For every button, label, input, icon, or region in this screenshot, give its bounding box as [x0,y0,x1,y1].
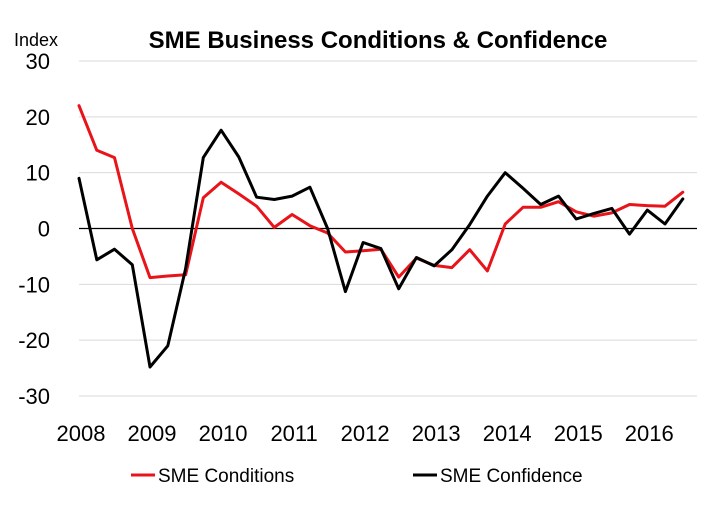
data-point [664,205,666,207]
data-point [131,264,133,266]
y-tick-label: 10 [26,161,50,186]
data-point [682,198,684,200]
y-axis: 30 20 10 0 -10 -20 -30 [18,49,50,409]
data-point [96,259,98,261]
data-point [113,156,115,158]
x-tick-label: 2015 [554,421,603,446]
legend-item-sme-conditions: SME Conditions [131,466,294,487]
data-point [593,215,595,217]
data-point [646,209,648,211]
data-point [255,196,257,198]
data-point [273,226,275,228]
data-point [540,203,542,205]
data-point [664,223,666,225]
y-tick-label: -10 [18,272,50,297]
series-sme-conditions [77,104,685,280]
x-tick-label: 2011 [270,421,317,446]
x-tick-label: 2016 [625,421,674,446]
x-axis: 2008 2009 2010 2011 2012 2013 2014 2015 2016 [57,421,674,446]
data-point [415,256,417,258]
data-point [486,270,488,272]
data-point [557,195,559,197]
x-tick-label: 2013 [412,421,461,446]
data-point [575,211,577,213]
data-point [611,207,613,209]
legend: SME Conditions SME Confidence [131,466,583,487]
data-point [344,290,346,292]
data-point [486,195,488,197]
y-tick-label: -20 [18,328,50,353]
data-point [468,223,470,225]
data-point [397,276,399,278]
data-point [149,276,151,278]
data-point [362,250,364,252]
data-point [78,104,80,106]
legend-label: SME Conditions [158,466,294,487]
x-tick-label: 2010 [199,421,248,446]
series-sme-confidence [77,128,685,369]
data-point [149,366,151,368]
grid-layer [79,60,697,397]
data-point [397,288,399,290]
data-point [380,247,382,249]
data-point [344,251,346,253]
data-point [504,171,506,173]
data-point [451,266,453,268]
series-line-sme-confidence [77,128,685,369]
data-point [167,275,169,277]
data-point [220,181,222,183]
data-point [575,218,577,220]
data-point [309,186,311,188]
x-tick-label: 2009 [128,421,177,446]
data-point [309,225,311,227]
series-layer [77,104,685,369]
data-point [433,265,435,267]
data-point [326,227,328,229]
data-point [167,345,169,347]
y-tick-label: -30 [18,384,50,409]
legend-item-sme-confidence: SME Confidence [413,466,583,487]
data-point [131,227,133,229]
data-point [451,249,453,251]
data-point [504,223,506,225]
data-point [593,212,595,214]
data-point [468,249,470,251]
data-point [238,193,240,195]
y-tick-label: 20 [26,105,50,130]
data-point [96,149,98,151]
data-point [522,206,524,208]
data-point [362,241,364,243]
y-tick-label: 0 [38,217,50,242]
x-tick-label: 2008 [57,421,106,446]
data-point [113,248,115,250]
data-point [628,233,630,235]
legend-label: SME Confidence [440,466,583,487]
unit-label: Index [14,30,58,50]
data-point [202,156,204,158]
x-tick-label: 2012 [341,421,390,446]
data-point [202,197,204,199]
data-point [78,177,80,179]
chart-title: SME Business Conditions & Confidence [149,27,608,54]
data-point [255,205,257,207]
data-point [238,156,240,158]
data-point [291,195,293,197]
data-point [291,213,293,215]
x-tick-label: 2014 [483,421,532,446]
data-point [540,206,542,208]
data-point [220,129,222,131]
data-point [646,204,648,206]
data-point [557,201,559,203]
data-point [682,191,684,193]
data-point [628,203,630,205]
data-point [522,187,524,189]
y-tick-label: 30 [26,49,50,74]
data-point [273,198,275,200]
data-point [184,268,186,270]
